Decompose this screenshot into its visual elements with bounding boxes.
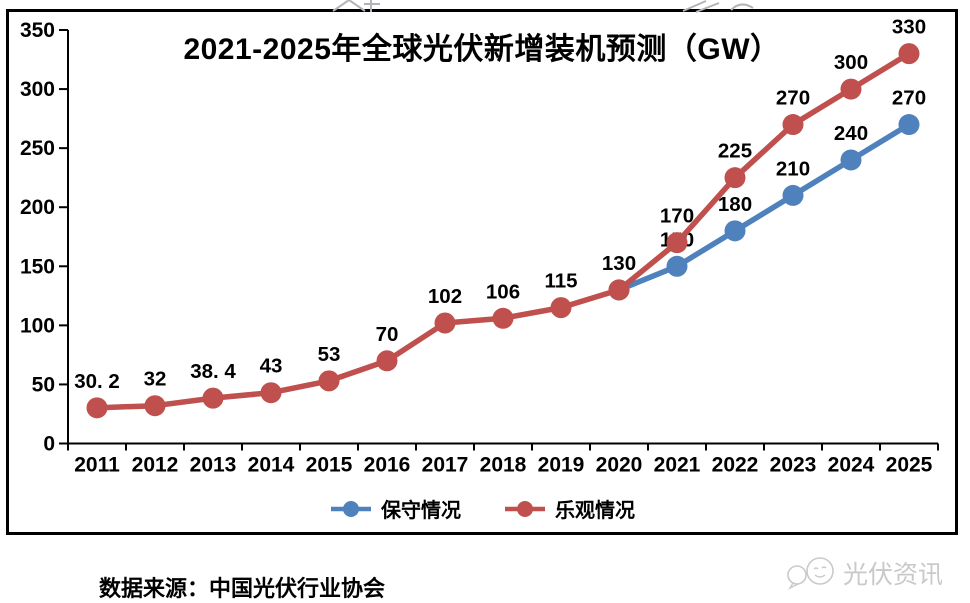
conservative-line-marker-icon: [331, 500, 371, 517]
chart-container: [6, 9, 958, 535]
legend: 保守情况 乐观情况: [6, 494, 958, 523]
top-watermark-fragments: [332, 0, 754, 13]
legend-label-conservative: 保守情况: [381, 500, 461, 522]
legend-item-optimistic: 乐观情况: [503, 494, 635, 523]
chat-bubble-logo-icon: [787, 557, 834, 590]
optimistic-line-marker-icon: [505, 500, 545, 517]
data-source-text: 数据来源：中国光伏行业协会: [99, 576, 386, 601]
watermark-text: 光伏资讯: [843, 561, 944, 589]
legend-label-optimistic: 乐观情况: [555, 500, 635, 522]
watermark: 光伏资讯: [784, 553, 943, 593]
legend-item-conservative: 保守情况: [329, 494, 461, 523]
chart-title: 2021-2025年全球光伏新增装机预测（GW）: [183, 33, 781, 66]
